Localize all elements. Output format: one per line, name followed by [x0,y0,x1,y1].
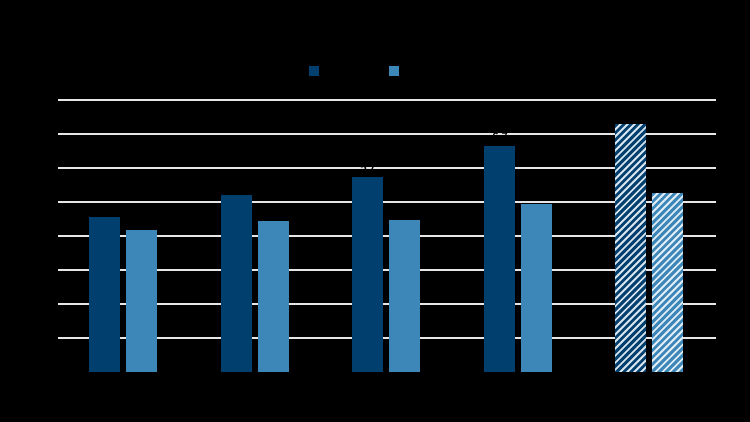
legend-swatch-light [389,66,399,76]
bar-series-2-cat-1 [126,230,157,372]
gridline [58,269,716,271]
bar-value-label: 5.3 [660,178,676,190]
bar-value-label: 4.5 [397,205,413,217]
bar-series-2-cat-2 [258,221,289,372]
gridline [58,235,716,237]
gridline [58,337,716,339]
legend-item-series-2 [389,65,403,77]
bar-value-label: 5.7 [360,162,376,174]
gridline [58,167,716,169]
bar-series-1-cat-4 [484,146,515,372]
legend-item-series-1 [309,65,323,77]
bar-series-2-cat-3 [389,220,420,372]
gridline [58,99,716,101]
legend-swatch-dark [309,66,319,76]
bar-series-1-cat-3 [352,177,383,372]
bar-value-label: 7.3 [623,109,639,121]
bar-series-2-cat-5 [652,193,683,372]
bar-value-label: 4.9 [529,189,545,201]
bar-value-label: 6.7 [492,131,508,143]
bar-value-label: 4.2 [134,215,150,227]
bar-series-1-cat-1 [89,217,120,372]
bar-value-label: 4.6 [97,202,113,214]
gridline [58,303,716,305]
bar-series-1-cat-2 [221,195,252,372]
bar-value-label: 5.2 [229,180,245,192]
gridline [58,133,716,135]
gridline [58,201,716,203]
bar-value-label: 4.4 [266,206,282,218]
legend [0,65,750,77]
bar-series-2-cat-4 [521,204,552,372]
bar-series-1-cat-5 [615,124,646,372]
